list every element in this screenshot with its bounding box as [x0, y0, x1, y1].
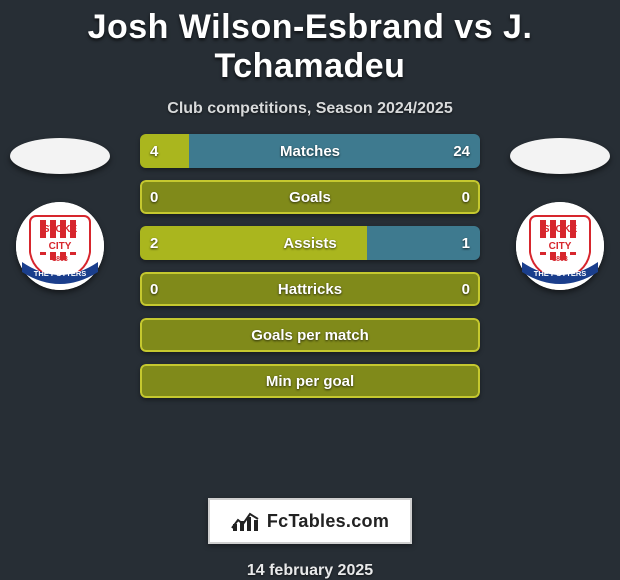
- bar-value-right: 1: [462, 226, 470, 260]
- brand-box: FcTables.com: [208, 498, 412, 544]
- stat-bar-assists: Assists2 1: [140, 226, 480, 260]
- bar-value-right: 0: [462, 180, 470, 214]
- comparison-row: STOKE CITY 1863 THE POTTERS: [0, 134, 620, 494]
- player-right-photo: [510, 138, 610, 174]
- player-right-column: STOKE CITY 1863 THE POTTERS: [500, 134, 620, 290]
- player-left-club-badge: STOKE CITY 1863 THE POTTERS: [16, 202, 104, 290]
- stat-bar-goals: Goals0 0: [140, 180, 480, 214]
- player-left-column: STOKE CITY 1863 THE POTTERS: [0, 134, 120, 290]
- page-title: Josh Wilson-Esbrand vs J. Tchamadeu: [0, 8, 620, 86]
- svg-text:CITY: CITY: [49, 241, 72, 252]
- stat-bar-min-per-goal: Min per goal: [140, 364, 480, 398]
- bar-value-left: 0: [150, 272, 158, 306]
- bar-label: Assists: [140, 226, 480, 260]
- bar-label: Goals: [140, 180, 480, 214]
- svg-text:1863: 1863: [52, 256, 68, 263]
- bar-value-right: 24: [453, 134, 470, 168]
- player-right-club-badge: STOKE CITY 1863 THE POTTERS: [516, 202, 604, 290]
- svg-text:1863: 1863: [552, 256, 568, 263]
- svg-text:THE POTTERS: THE POTTERS: [34, 269, 87, 278]
- club-badge-icon: STOKE CITY 1863 THE POTTERS: [16, 202, 104, 290]
- date-label: 14 february 2025: [247, 562, 373, 580]
- svg-text:STOKE: STOKE: [543, 224, 578, 235]
- bar-value-right: 0: [462, 272, 470, 306]
- svg-text:CITY: CITY: [549, 241, 572, 252]
- bar-label: Hattricks: [140, 272, 480, 306]
- svg-text:THE POTTERS: THE POTTERS: [534, 269, 587, 278]
- infographic-container: Josh Wilson-Esbrand vs J. Tchamadeu Club…: [0, 0, 620, 580]
- brand-text: FcTables.com: [267, 511, 389, 532]
- bar-label: Min per goal: [140, 364, 480, 398]
- bar-label: Goals per match: [140, 318, 480, 352]
- stat-bar-goals-per-match: Goals per match: [140, 318, 480, 352]
- bar-label: Matches: [140, 134, 480, 168]
- stat-bar-matches: Matches4 24: [140, 134, 480, 168]
- stat-bar-hattricks: Hattricks0 0: [140, 272, 480, 306]
- stat-bars: Matches424Goals00Assists21Hattricks00Goa…: [140, 134, 480, 398]
- club-badge-icon: STOKE CITY 1863 THE POTTERS: [516, 202, 604, 290]
- svg-text:STOKE: STOKE: [43, 224, 78, 235]
- bar-value-left: 0: [150, 180, 158, 214]
- subtitle: Club competitions, Season 2024/2025: [167, 100, 452, 118]
- brand-chart-icon: [231, 510, 259, 532]
- bar-value-left: 4: [150, 134, 158, 168]
- player-left-photo: [10, 138, 110, 174]
- bar-value-left: 2: [150, 226, 158, 260]
